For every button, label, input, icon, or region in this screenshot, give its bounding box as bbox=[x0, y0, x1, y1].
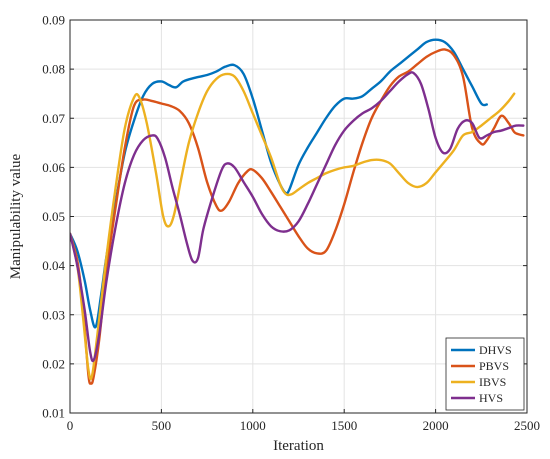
legend-label-pbvs: PBVS bbox=[479, 359, 509, 373]
y-tick-label-8: 0.09 bbox=[42, 13, 65, 28]
series-line-pbvs bbox=[70, 48, 525, 385]
legend-label-ibvs: IBVS bbox=[479, 375, 506, 389]
x-axis-label: Iteration bbox=[273, 438, 324, 454]
x-tick-label-3: 1500 bbox=[331, 418, 357, 433]
x-tick-label-0: 0 bbox=[67, 418, 74, 433]
y-tick-label-1: 0.02 bbox=[42, 356, 65, 371]
y-axis-ticks: 0.01 0.02 0.03 0.04 0.05 0.06 0.07 0.08 0.09 bbox=[42, 13, 527, 421]
y-tick-label-7: 0.08 bbox=[42, 62, 65, 77]
x-tick-label-2: 1000 bbox=[240, 418, 266, 433]
y-axis-label: Manipulability value bbox=[8, 153, 24, 279]
plot-area bbox=[70, 38, 525, 385]
y-tick-label-2: 0.03 bbox=[42, 307, 65, 322]
legend-label-dhvs: DHVS bbox=[479, 343, 512, 357]
y-tick-label-3: 0.04 bbox=[42, 258, 65, 273]
y-tick-label-4: 0.05 bbox=[42, 209, 65, 224]
legend-label-hvs: HVS bbox=[479, 391, 503, 405]
x-tick-label-5: 2500 bbox=[514, 418, 540, 433]
y-tick-label-6: 0.07 bbox=[42, 111, 65, 126]
series-line-ibvs bbox=[70, 72, 516, 381]
series-layer bbox=[70, 38, 525, 385]
x-axis-ticks: 0 500 1000 1500 2000 2500 bbox=[67, 20, 540, 433]
legend: DHVS PBVS IBVS HVS bbox=[445, 337, 525, 411]
x-tick-label-4: 2000 bbox=[423, 418, 449, 433]
y-tick-label-0: 0.01 bbox=[42, 406, 65, 421]
x-tick-label-1: 500 bbox=[152, 418, 172, 433]
series-line-hvs bbox=[70, 71, 525, 363]
y-tick-label-5: 0.06 bbox=[42, 160, 65, 175]
